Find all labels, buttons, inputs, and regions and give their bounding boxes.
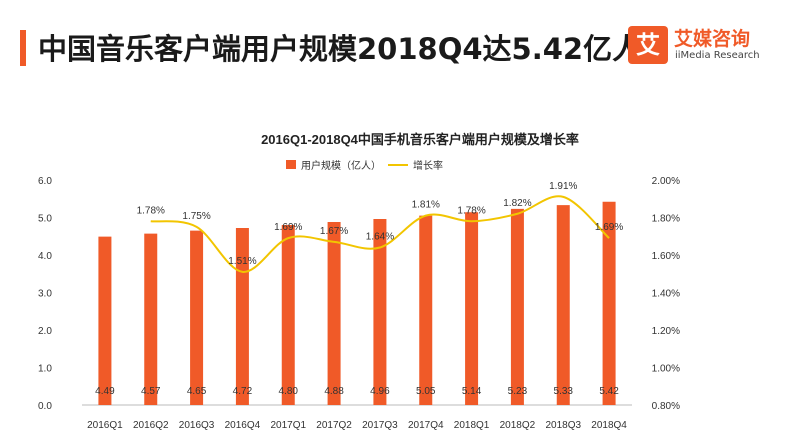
y-right-tick-label: 1.40% [652, 289, 680, 300]
y-right-tick-label: 1.60% [652, 251, 680, 262]
iimedia-logo: 艾 艾媒咨询 iiMedia Research [628, 24, 788, 68]
growth-rate-label: 1.67% [320, 226, 348, 237]
bar [556, 205, 570, 405]
x-tick-label: 2018Q3 [545, 420, 581, 431]
legend-label-bar: 用户规模（亿人） [301, 159, 381, 172]
x-tick-label: 2017Q3 [362, 420, 398, 431]
bar-value-label: 5.23 [508, 386, 528, 397]
x-tick-label: 2016Q4 [225, 420, 261, 431]
growth-rate-label: 1.78% [137, 205, 165, 216]
x-tick-label: 2018Q4 [591, 420, 627, 431]
bar [98, 236, 112, 405]
bar [144, 233, 158, 405]
y-left-tick-label: 1.0 [38, 364, 52, 375]
growth-rate-label: 1.81% [412, 200, 440, 211]
bar [235, 228, 249, 405]
y-left-tick-label: 6.0 [38, 176, 52, 187]
growth-rate-label: 1.51% [228, 256, 256, 267]
legend-label-line: 增长率 [413, 159, 443, 172]
bar-value-label: 4.49 [95, 386, 115, 397]
y-left-tick-label: 3.0 [38, 289, 52, 300]
chart-title: 2016Q1-2018Q4中国手机音乐客户端用户规模及增长率 [261, 132, 579, 147]
x-tick-label: 2017Q2 [316, 420, 352, 431]
y-right-tick-label: 1.80% [652, 214, 680, 225]
bar-value-label: 4.96 [370, 386, 390, 397]
bar-value-label: 5.14 [462, 386, 482, 397]
bar [602, 201, 616, 405]
y-right-tick-label: 2.00% [652, 176, 680, 187]
y-right-tick-label: 1.20% [652, 326, 680, 337]
title-accent-bar [20, 30, 26, 66]
growth-rate-label: 1.64% [366, 232, 394, 243]
growth-rate-label: 1.69% [274, 222, 302, 233]
x-tick-label: 2017Q4 [408, 420, 444, 431]
bar-value-label: 5.33 [554, 386, 574, 397]
bar-value-label: 5.42 [599, 386, 619, 397]
bar [327, 222, 341, 405]
x-tick-label: 2018Q1 [454, 420, 490, 431]
bar-value-label: 5.05 [416, 386, 436, 397]
growth-rate-label: 1.82% [503, 198, 531, 209]
bar-value-label: 4.88 [324, 386, 344, 397]
x-tick-label: 2018Q2 [500, 420, 536, 431]
page-title: 中国音乐客户端用户规模2018Q4达5.42亿人 [38, 32, 642, 66]
y-left-tick-label: 0.0 [38, 401, 52, 412]
y-left-tick-label: 2.0 [38, 326, 52, 337]
bar-value-label: 4.57 [141, 386, 161, 397]
x-tick-label: 2016Q1 [87, 420, 123, 431]
growth-rate-line [150, 195, 610, 273]
bar [510, 208, 524, 405]
x-tick-label: 2017Q1 [270, 420, 306, 431]
bar-value-label: 4.65 [187, 386, 207, 397]
growth-rate-label: 1.75% [182, 211, 210, 222]
bar [281, 225, 295, 405]
y-left-tick-label: 5.0 [38, 214, 52, 225]
y-left-tick-label: 4.0 [38, 251, 52, 262]
bar [373, 219, 387, 405]
x-tick-label: 2016Q3 [179, 420, 215, 431]
bar-value-label: 4.72 [233, 386, 253, 397]
y-right-tick-label: 1.00% [652, 364, 680, 375]
bar-value-label: 4.80 [279, 386, 299, 397]
logo-text-en: iiMedia Research [675, 50, 760, 61]
bar [465, 212, 479, 405]
legend-swatch-bar [286, 160, 296, 169]
bar [419, 215, 433, 405]
growth-rate-label: 1.91% [549, 181, 577, 192]
bar [190, 230, 204, 405]
logo-mark: 艾 [628, 26, 668, 64]
growth-rate-label: 1.78% [457, 205, 485, 216]
y-right-tick-label: 0.80% [652, 401, 680, 412]
x-tick-label: 2016Q2 [133, 420, 169, 431]
growth-rate-label: 1.69% [595, 222, 623, 233]
logo-text-cn: 艾媒咨询 [674, 28, 751, 50]
